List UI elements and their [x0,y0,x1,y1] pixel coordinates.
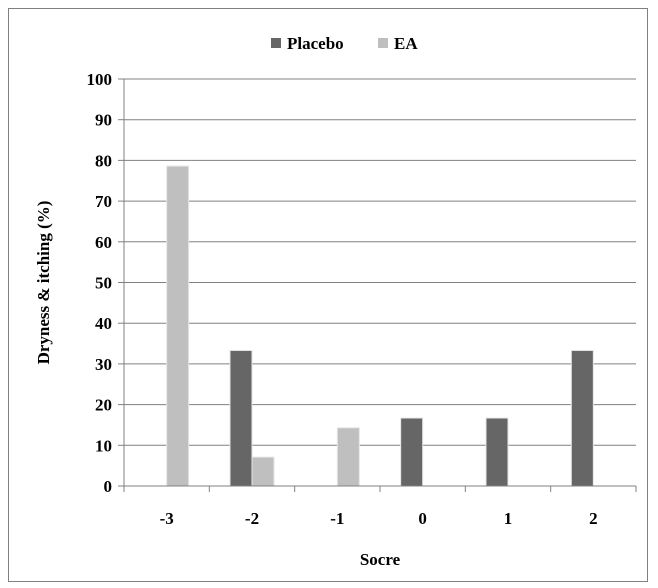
legend: Placebo EA [271,34,418,53]
y-tick-label: 60 [95,233,112,252]
y-tick-label: 100 [87,70,113,89]
x-tick-label: -1 [330,509,344,528]
y-tick-label: 10 [95,436,112,455]
bar-placebo-0 [400,417,424,487]
bar-ea--3 [166,165,190,487]
x-axis-title: Socre [360,550,401,569]
axes [123,79,636,487]
bar-ea--1 [336,427,360,487]
bars [166,165,594,487]
y-tick-label: 40 [95,314,112,333]
legend-swatch-placebo [271,38,281,48]
x-tick-label: -2 [245,509,259,528]
x-tick-label: 0 [418,509,427,528]
y-tick-label: 30 [95,355,112,374]
x-tick-label: 1 [504,509,513,528]
bar-placebo-1 [485,417,509,487]
bar-placebo-2 [570,349,594,487]
legend-label-ea: EA [394,34,418,53]
y-tick-label: 50 [95,274,112,293]
gridlines [118,78,637,492]
legend-swatch-ea [378,38,388,48]
y-axis-title: Dryness & itching (%) [34,201,53,365]
y-tick-label: 70 [95,192,112,211]
chart-frame: 0 10 20 30 40 50 60 70 80 90 100 -3 -2 -1 0 1 2 Placebo… [8,8,648,582]
legend-label-placebo: Placebo [287,34,344,53]
bar-chart: 0 10 20 30 40 50 60 70 80 90 100 -3 -2 -1 0 1 2 Placebo… [34,34,637,569]
x-tick-labels: -3 -2 -1 0 1 2 [160,509,598,528]
bar-placebo--2 [229,349,253,487]
x-tick-label: -3 [160,509,174,528]
y-tick-label: 0 [104,477,113,496]
bar-ea--2 [251,456,275,487]
y-tick-label: 20 [95,396,112,415]
y-tick-labels: 0 10 20 30 40 50 60 70 80 90 100 [87,70,113,496]
x-tick-label: 2 [589,509,598,528]
y-tick-label: 80 [95,151,112,170]
y-tick-label: 90 [95,111,112,130]
